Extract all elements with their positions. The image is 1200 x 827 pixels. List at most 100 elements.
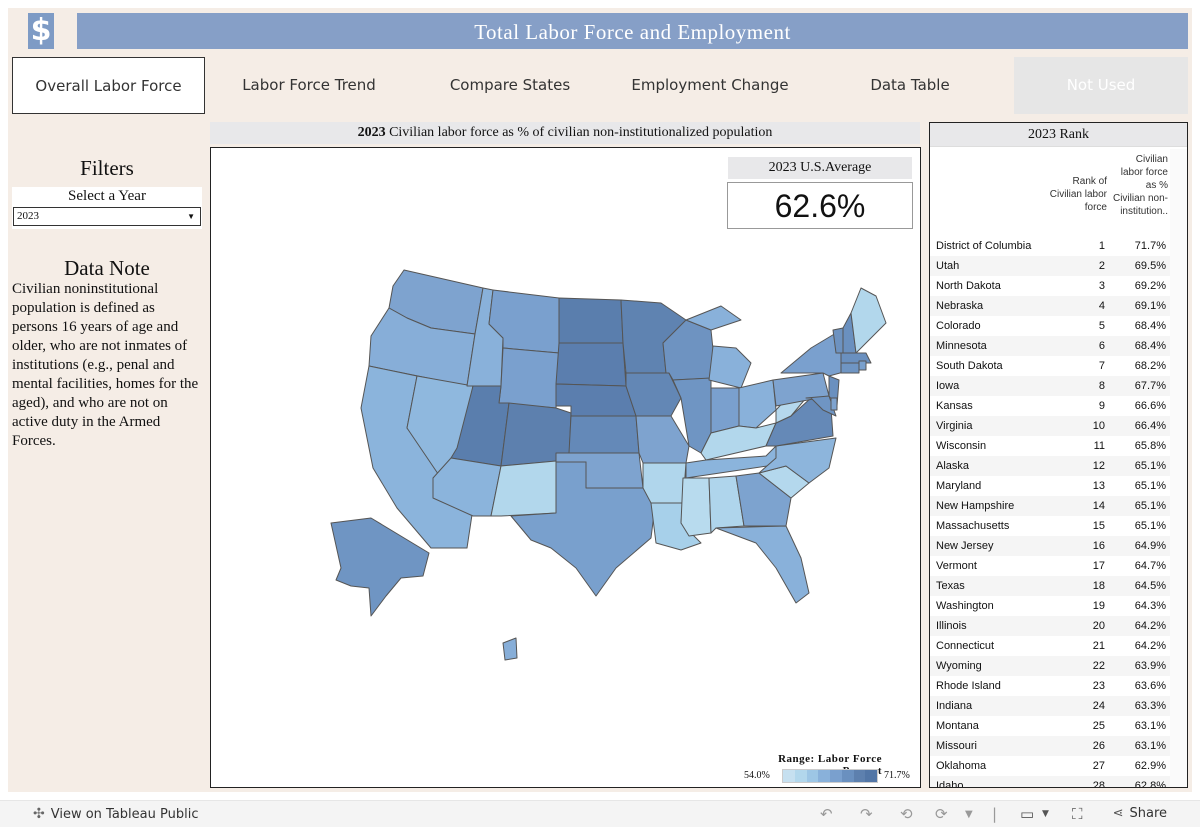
table-row[interactable]: Vermont 17 64.7% [930,556,1170,576]
table-row[interactable]: Kansas 9 66.6% [930,396,1170,416]
row-rank: 20 [1092,620,1105,632]
row-percent: 64.2% [1134,640,1166,652]
table-row[interactable]: Massachusetts 15 65.1% [930,516,1170,536]
state-connecticut [840,362,860,374]
state-new-mexico [490,460,557,517]
table-row[interactable]: Maryland 13 65.1% [930,476,1170,496]
row-state: Illinois [936,620,967,632]
undo-icon[interactable]: ↶ [820,805,833,823]
view-on-tableau-label: View on Tableau Public [50,806,199,822]
filters-heading: Filters [80,156,134,180]
row-state: Washington [936,600,994,612]
state-missouri [635,415,690,464]
table-row[interactable]: Connecticut 21 64.2% [930,636,1170,656]
tab-overall-labor-force[interactable]: Overall Labor Force [12,57,205,114]
row-rank: 17 [1092,560,1105,572]
rank-table-body[interactable]: District of Columbia 1 71.7% Utah 2 69.5% Nort… [930,236,1170,787]
table-row[interactable]: Montana 25 63.1% [930,716,1170,736]
share-label: Share [1129,806,1167,821]
refresh-dropdown-icon[interactable]: ▼ [965,809,973,820]
download-icon[interactable]: ▭ [1020,805,1035,823]
state-delaware [830,397,838,411]
dropdown-arrow-icon: ▼ [187,212,195,221]
row-rank: 16 [1092,540,1105,552]
row-state: Wisconsin [936,440,987,452]
table-row[interactable]: Indiana 24 63.3% [930,696,1170,716]
table-row[interactable]: Alaska 12 65.1% [930,456,1170,476]
table-row[interactable]: Colorado 5 68.4% [930,316,1170,336]
table-row[interactable]: Rhode Island 23 63.6% [930,676,1170,696]
row-rank: 24 [1092,700,1105,712]
table-row[interactable]: Minnesota 6 68.4% [930,336,1170,356]
row-percent: 65.1% [1134,460,1166,472]
table-row[interactable]: New Jersey 16 64.9% [930,536,1170,556]
table-row[interactable]: North Dakota 3 69.2% [930,276,1170,296]
view-on-tableau-public-link[interactable]: ✣ View on Tableau Public [33,806,198,822]
tab-data-table[interactable]: Data Table [870,76,950,94]
table-row[interactable]: District of Columbia 1 71.7% [930,236,1170,256]
state-michigan [685,305,752,389]
table-row[interactable]: Nebraska 4 69.1% [930,296,1170,316]
tab-compare-states[interactable]: Compare States [449,76,571,94]
tab-employment-change[interactable]: Employment Change [631,76,789,94]
us-average-label: 2023 U.S.Average [728,157,912,179]
table-row[interactable]: Wyoming 22 63.9% [930,656,1170,676]
dashboard-title: Total Labor Force and Employment [77,13,1188,49]
row-percent: 64.3% [1134,600,1166,612]
tab-labor-force-trend[interactable]: Labor Force Trend [242,76,376,94]
row-rank: 15 [1092,520,1105,532]
fullscreen-icon[interactable]: ⛶ [1072,805,1083,823]
row-state: New Jersey [936,540,994,552]
row-percent: 68.4% [1134,320,1166,332]
state-arkansas [642,462,687,504]
state-texas [510,461,657,597]
legend-max: 71.7% [884,770,910,781]
row-percent: 64.2% [1134,620,1166,632]
table-row[interactable]: Illinois 20 64.2% [930,616,1170,636]
map-title: 2023 Civilian labor force as % of civili… [210,122,920,144]
year-select[interactable]: 2023 ▼ [13,207,201,226]
table-row[interactable]: Washington 19 64.3% [930,596,1170,616]
table-row[interactable]: Missouri 26 63.1% [930,736,1170,756]
map-title-year: 2023 [357,125,386,140]
redo-icon[interactable]: ↷ [860,805,873,823]
state-nebraska [555,383,637,417]
data-note-heading: Data Note [64,256,150,280]
us-choropleth-map[interactable] [211,148,920,787]
row-rank: 3 [1098,280,1105,292]
map-panel: 2023 U.S.Average 62.6% Range: Labor Forc… [210,147,921,788]
state-alabama [708,475,745,534]
table-row[interactable]: New Hampshire 14 65.1% [930,496,1170,516]
row-percent: 69.5% [1134,260,1166,272]
table-row[interactable]: Utah 2 69.5% [930,256,1170,276]
legend-color-ramp [782,769,878,783]
row-percent: 63.1% [1134,740,1166,752]
rank-scrollbar[interactable] [1170,149,1187,787]
row-percent: 66.6% [1134,400,1166,412]
table-row[interactable]: Idaho 28 62.8% [930,776,1170,787]
revert-icon[interactable]: ⟲ [900,805,913,823]
table-row[interactable]: Oklahoma 27 62.9% [930,756,1170,776]
share-button[interactable]: ⋖ Share [1113,806,1167,821]
download-dropdown-icon[interactable]: ▼ [1042,809,1049,819]
map-title-text: Civilian labor force as % of civilian no… [385,125,773,140]
row-state: South Dakota [936,360,1003,372]
row-percent: 64.7% [1134,560,1166,572]
table-row[interactable]: Wisconsin 11 65.8% [930,436,1170,456]
table-row[interactable]: South Dakota 7 68.2% [930,356,1170,376]
table-row[interactable]: Iowa 8 67.7% [930,376,1170,396]
legend-min: 54.0% [744,770,770,781]
row-percent: 64.5% [1134,580,1166,592]
state-hawaii [502,637,518,661]
us-average-value: 62.6% [727,182,913,229]
table-row[interactable]: Virginia 10 66.4% [930,416,1170,436]
row-percent: 68.2% [1134,360,1166,372]
row-state: Vermont [936,560,977,572]
row-state: Maryland [936,480,982,492]
refresh-icon[interactable]: ⟳ [935,805,948,823]
state-maine [850,287,887,354]
row-state: Montana [936,720,979,732]
state-indiana [710,387,740,434]
table-row[interactable]: Texas 18 64.5% [930,576,1170,596]
row-state: Texas [936,580,965,592]
